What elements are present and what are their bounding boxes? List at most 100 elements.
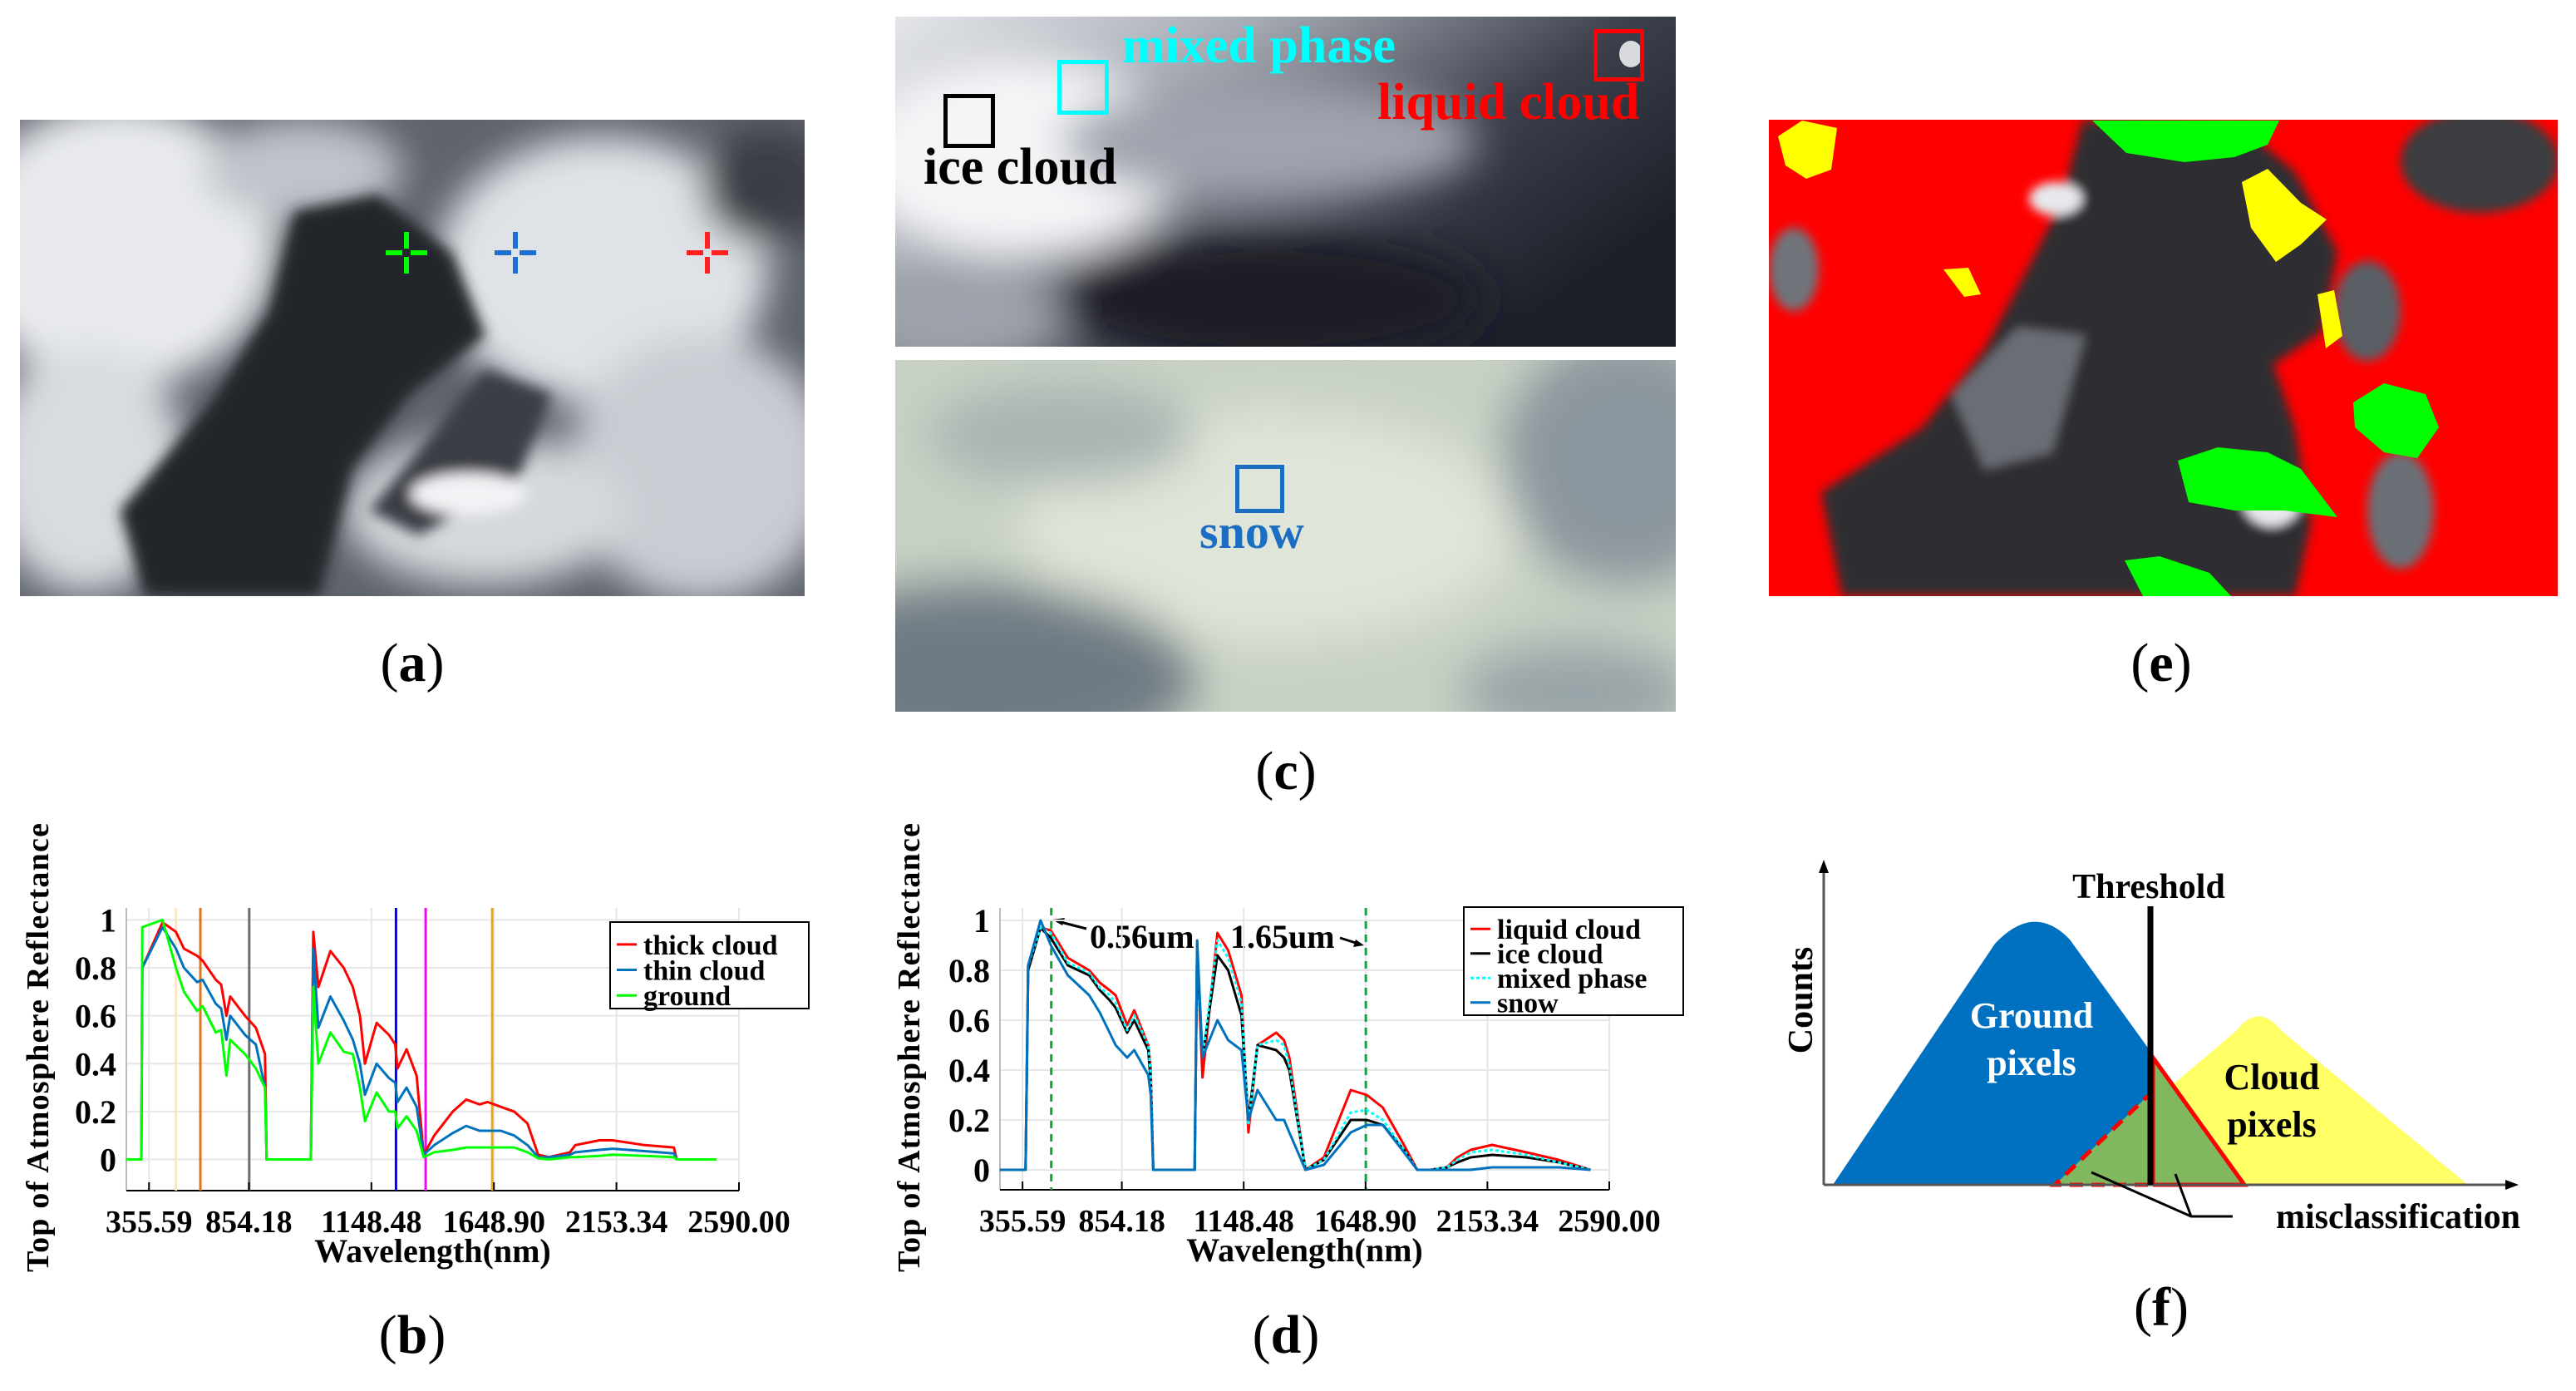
legend-label: ice cloud: [1497, 940, 1603, 970]
x-tick-label: 2153.34: [565, 1205, 668, 1240]
label-letter: b: [396, 1305, 428, 1365]
snow-image: [895, 360, 1676, 712]
mixed-phase-box: [1057, 60, 1109, 115]
y-tick-label: 0.8: [948, 952, 990, 989]
x-tick-label: 2590.00: [687, 1205, 791, 1240]
x-axis-arrow-icon: [2505, 1180, 2519, 1190]
x-axis-label: Wavelength(nm): [1186, 1231, 1422, 1269]
panel-c-top-image: ice cloud mixed phase liquid cloud: [895, 17, 1676, 347]
panel-a-satellite-image: [20, 120, 805, 596]
x-tick-label: 355.59: [979, 1204, 1066, 1239]
y-axis-label: Top of Atmosphere Reflectance: [892, 823, 927, 1272]
legend-label: liquid cloud: [1497, 915, 1641, 945]
label-paren: (: [2130, 633, 2150, 693]
label-letter: f: [2152, 1277, 2170, 1338]
legend-label: thick cloud: [643, 930, 778, 961]
x-tick-label: 355.59: [106, 1205, 193, 1240]
y-tick-label: 0.6: [75, 998, 116, 1035]
x-tick-label: 2590.00: [1558, 1204, 1661, 1239]
x-tick-label: 2153.34: [1436, 1204, 1539, 1239]
marker-blue-cross-icon: [495, 232, 536, 274]
label-paren: ): [426, 633, 445, 693]
label-paren: ): [1301, 1305, 1320, 1365]
x-tick-label: 854.18: [1078, 1204, 1165, 1239]
series-line-thin-cloud: [126, 925, 717, 1161]
arrow-head-icon: [1353, 940, 1364, 947]
snow-label: snow: [1199, 505, 1304, 559]
counts-axis-label: Counts: [1782, 947, 1820, 1053]
y-axis-arrow-icon: [1819, 860, 1829, 873]
label-paren: (: [2134, 1277, 2153, 1338]
marker-green-cross-icon: [386, 232, 427, 274]
classification-map: [1769, 120, 2558, 596]
y-tick-label: 1: [100, 901, 116, 939]
x-tick-label: 1648.90: [1314, 1204, 1417, 1239]
x-tick-label: 854.18: [205, 1205, 293, 1240]
cloud-pixels-label: Cloud: [2224, 1057, 2320, 1098]
label-paren: (: [378, 1305, 397, 1365]
y-tick-label: 0: [973, 1152, 990, 1189]
panel-label-a: (a): [381, 632, 445, 695]
annotation-056um: 0.56um: [1052, 918, 1194, 955]
annotation-056um-text: 0.56um: [1090, 918, 1194, 955]
label-paren: (: [1252, 1305, 1271, 1365]
label-letter: d: [1270, 1305, 1302, 1365]
label-paren: (: [1255, 741, 1274, 802]
y-tick-label: 0: [100, 1142, 116, 1179]
annotation-165um-text: 1.65um: [1230, 918, 1335, 955]
label-paren: ): [2173, 633, 2192, 693]
label-paren: ): [427, 1305, 446, 1365]
series-line-snow: [999, 919, 1591, 1171]
y-tick-label: 0.4: [948, 1052, 990, 1089]
liquid-cloud-label: liquid cloud: [1377, 74, 1640, 131]
cloud-phase-image: [895, 17, 1676, 347]
y-tick-label: 1: [973, 902, 990, 940]
label-paren: (: [380, 633, 399, 693]
threshold-label: Threshold: [2072, 868, 2225, 906]
cloud-pixels-label: pixels: [2227, 1104, 2317, 1145]
label-paren: ): [1298, 741, 1317, 802]
mixed-phase-label: mixed phase: [1122, 17, 1396, 74]
panel-label-f: (f): [2134, 1276, 2189, 1339]
series-line-ground: [126, 918, 717, 1161]
panel-label-b: (b): [379, 1304, 446, 1367]
x-axis-label: Wavelength(nm): [314, 1232, 550, 1270]
misclassification-label: misclassification: [2276, 1198, 2520, 1236]
marker-red-cross-icon: [687, 232, 728, 274]
legend-label: thin cloud: [643, 956, 766, 987]
y-tick-label: 0.6: [948, 1002, 990, 1039]
label-paren: ): [2170, 1277, 2189, 1338]
panel-label-d: (d): [1253, 1304, 1320, 1367]
annotation-165um: 1.65um: [1230, 918, 1364, 955]
ice-cloud-box: [943, 94, 995, 148]
leader-line: [2174, 1173, 2193, 1217]
x-tick-label: 1148.48: [321, 1205, 421, 1240]
legend-label: snow: [1497, 989, 1559, 1019]
snow-box: [1235, 465, 1284, 513]
y-tick-label: 0.4: [75, 1045, 116, 1083]
x-tick-label: 1148.48: [1193, 1204, 1293, 1239]
panel-e-classification-map: [1769, 120, 2558, 596]
legend-box: [1463, 906, 1684, 1016]
ground-pixels-label: Ground: [1970, 995, 2093, 1036]
panel-label-e: (e): [2130, 632, 2191, 695]
y-tick-label: 0.2: [948, 1102, 990, 1139]
y-axis-label: Top of Atmosphere Reflectance: [21, 823, 56, 1272]
y-tick-label: 0.2: [75, 1093, 116, 1131]
legend-box: [609, 921, 810, 1009]
liquid-cloud-box: [1593, 29, 1644, 81]
y-tick-label: 0.8: [75, 950, 116, 987]
ice-cloud-label: ice cloud: [924, 139, 1117, 195]
label-letter: c: [1273, 741, 1298, 802]
panel-label-c: (c): [1255, 740, 1316, 803]
panel-c-bottom-image: snow: [895, 360, 1676, 712]
label-letter: a: [398, 633, 426, 693]
legend-label: mixed phase: [1497, 964, 1647, 994]
ground-pixels-label: pixels: [1987, 1043, 2076, 1083]
label-letter: e: [2149, 633, 2174, 693]
x-tick-label: 1648.90: [442, 1205, 545, 1240]
legend-label: ground: [643, 981, 731, 1012]
